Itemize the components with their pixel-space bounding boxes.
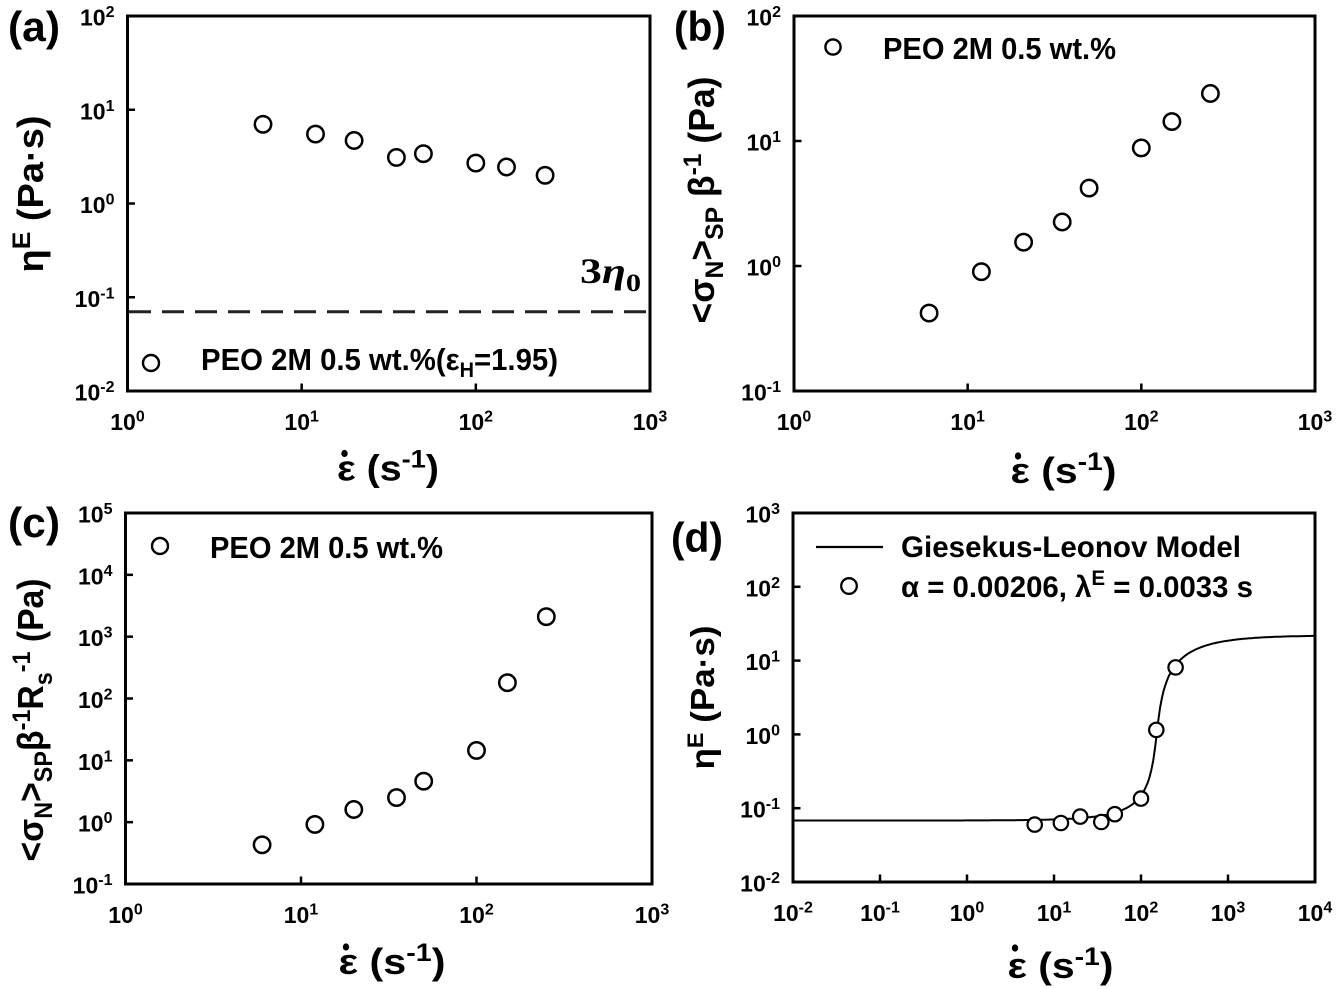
svg-text:100: 100	[78, 810, 113, 837]
svg-text:<σN>SP β-1 (Pa): <σN>SP β-1 (Pa)	[679, 77, 729, 324]
svg-text:PEO 2M 0.5 wt.%: PEO 2M 0.5 wt.%	[883, 31, 1116, 66]
svg-text:(b): (b)	[674, 3, 726, 50]
svg-text:Giesekus-Leonov Model: Giesekus-Leonov Model	[901, 531, 1241, 564]
svg-text:10-2: 10-2	[773, 900, 813, 927]
svg-text:PEO 2M 0.5 wt.%(εH=1.95): PEO 2M 0.5 wt.%(εH=1.95)	[201, 342, 558, 382]
svg-text:100: 100	[108, 902, 143, 929]
svg-text:102: 102	[1124, 900, 1159, 927]
svg-text:(d): (d)	[671, 514, 723, 561]
svg-text:101: 101	[950, 409, 985, 436]
svg-text:10-1: 10-1	[740, 796, 780, 823]
svg-text:100: 100	[747, 254, 782, 281]
svg-text:α = 0.00206, λE = 0.0033 s: α = 0.00206, λE = 0.0033 s	[901, 567, 1253, 604]
svg-text:PEO 2M 0.5 wt.%: PEO 2M 0.5 wt.%	[210, 530, 443, 565]
svg-text:(a): (a)	[8, 3, 60, 50]
svg-text:(c): (c)	[8, 499, 60, 546]
svg-text:103: 103	[633, 409, 668, 436]
